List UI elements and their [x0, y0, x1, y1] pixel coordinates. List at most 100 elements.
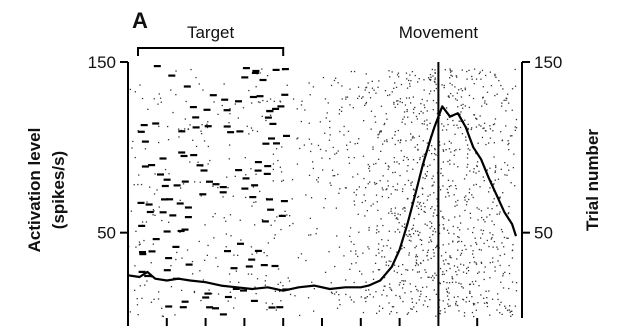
raster-dot: [458, 240, 460, 242]
raster-dot: [406, 78, 408, 80]
raster-dot: [505, 110, 507, 112]
raster-dot: [387, 239, 389, 241]
raster-dot: [494, 266, 496, 268]
raster-dot: [193, 291, 196, 294]
raster-dot: [432, 75, 434, 77]
target-mark: [183, 85, 191, 88]
raster-dot: [427, 259, 429, 261]
raster-dot: [272, 168, 274, 171]
raster-dot: [456, 76, 458, 78]
raster-dot: [339, 130, 341, 133]
raster-dot: [466, 144, 469, 146]
raster-dot: [212, 216, 214, 218]
raster-dot: [422, 140, 424, 142]
raster-dot: [480, 125, 482, 127]
raster-dot: [401, 245, 403, 247]
raster-dot: [387, 165, 389, 167]
raster-dot: [388, 302, 390, 304]
raster-dot: [459, 126, 462, 129]
raster-dot: [443, 84, 445, 87]
raster-dot: [471, 75, 473, 78]
raster-dot: [323, 207, 325, 209]
raster-dot: [424, 300, 426, 302]
raster-dot: [349, 235, 351, 237]
raster-dot: [467, 123, 469, 125]
raster-dot: [466, 267, 468, 270]
raster-dot: [434, 231, 437, 233]
raster-dot: [475, 183, 477, 186]
raster-dot: [417, 201, 419, 203]
raster-dot: [418, 271, 420, 273]
raster-dot: [432, 109, 434, 111]
raster-dot: [403, 116, 405, 118]
raster-dot: [357, 213, 359, 215]
raster-dot: [366, 296, 368, 298]
raster-dot: [478, 170, 480, 172]
movement-label: Movement: [399, 23, 479, 42]
target-mark: [256, 95, 264, 98]
target-bracket-path: [137, 47, 285, 56]
raster-dot: [467, 163, 469, 166]
raster-dot: [153, 193, 156, 195]
raster-dot: [454, 205, 456, 207]
raster-dot: [296, 163, 299, 165]
raster-dot: [417, 264, 419, 266]
raster-dot: [152, 214, 154, 216]
raster-dot: [491, 220, 493, 222]
raster-dot: [289, 293, 292, 296]
raster-dot: [434, 81, 436, 83]
raster-dot: [443, 86, 445, 89]
raster-dot: [136, 304, 139, 306]
raster-dot: [310, 143, 313, 145]
raster-dot: [340, 110, 343, 112]
raster-dot: [277, 268, 280, 270]
raster-dot: [430, 276, 432, 279]
raster-dot: [382, 224, 384, 227]
raster-dot: [428, 241, 430, 243]
raster-dot: [160, 101, 162, 103]
target-mark: [251, 71, 259, 74]
raster-dot: [436, 245, 438, 248]
raster-dot: [408, 252, 410, 254]
raster-dot: [421, 193, 424, 195]
raster-dot: [486, 297, 488, 299]
raster-dot: [379, 180, 381, 182]
raster-dot: [137, 314, 139, 316]
raster-dot: [389, 76, 391, 78]
raster-dot: [393, 161, 396, 163]
raster-dot: [500, 281, 502, 283]
raster-dot: [449, 68, 451, 70]
raster-dot: [504, 271, 506, 273]
raster-dot: [445, 251, 447, 254]
raster-dot: [458, 269, 460, 271]
raster-dot: [377, 136, 379, 139]
raster-dot: [350, 241, 352, 243]
raster-dot: [419, 231, 421, 234]
raster-dot: [424, 223, 426, 225]
panel-letter: A: [132, 8, 148, 33]
raster-dot: [508, 272, 511, 275]
raster-dot: [466, 157, 469, 159]
raster-dot: [325, 117, 327, 119]
raster-dot: [464, 119, 466, 121]
raster-dot: [369, 181, 371, 183]
raster-dot: [392, 171, 394, 174]
raster-dot: [500, 84, 502, 87]
raster-dot: [427, 276, 429, 278]
raster-dot: [458, 282, 460, 284]
raster-dot: [485, 301, 488, 304]
raster-dot: [482, 96, 484, 98]
raster-dot: [453, 233, 455, 235]
raster-dot: [462, 271, 465, 273]
raster-dot: [175, 70, 177, 72]
raster-dot: [398, 163, 400, 165]
raster-dot: [418, 195, 420, 198]
raster-dot: [413, 306, 415, 308]
raster-dot: [466, 296, 468, 299]
raster-dot: [371, 80, 373, 82]
raster-dot: [377, 209, 379, 211]
raster-dot: [488, 191, 490, 193]
target-mark: [165, 257, 173, 260]
raster-dot: [353, 243, 355, 245]
raster-dot: [398, 222, 400, 224]
